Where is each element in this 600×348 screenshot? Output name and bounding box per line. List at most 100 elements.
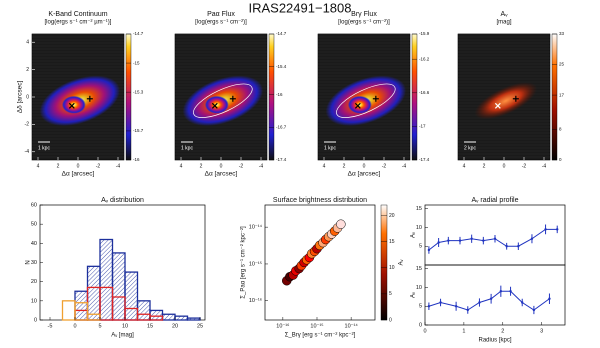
panel-title: Brγ Flux (351, 11, 377, 18)
y-axis-label: Aᵥ (411, 292, 417, 298)
x-tick-label: 1 (462, 328, 465, 334)
x-tick-label: 20 (172, 323, 178, 329)
histogram-bar (136, 300, 151, 321)
y-axis-label: N (26, 260, 32, 264)
y-tick-label: 10 (416, 285, 422, 291)
panel-title: Surface brightness distribution (273, 197, 367, 204)
x-axis-label: Δα [arcsec] (348, 171, 381, 178)
profile-point (458, 239, 462, 242)
profile-line (428, 228, 558, 251)
x-tick-label: -4 (259, 163, 264, 169)
y-tick-label: 10⁻¹⁴ (249, 224, 263, 231)
profile-point (439, 301, 442, 304)
x-tick-label: 4 (37, 163, 40, 169)
colorbar-tick-label: -16.7 (276, 125, 287, 130)
x-tick-label: 25 (197, 323, 203, 329)
colorbar-tick-label: -17 (419, 124, 426, 129)
colorbar (380, 204, 388, 321)
colorbar-tick-label: -16.2 (419, 56, 430, 61)
x-tick-label: 10⁻¹⁴ (345, 322, 359, 329)
histogram-bar (111, 252, 126, 321)
colorbar-tick-label: 25 (559, 62, 565, 67)
x-tick-label: 2 (343, 163, 346, 169)
profile-point (454, 305, 458, 308)
colorbar-tick-label: 33 (559, 31, 565, 36)
y-tick-label: 10⁻¹⁶ (249, 297, 262, 304)
profile-point (517, 245, 520, 248)
scale-bar-label: 1 kpc (38, 145, 50, 151)
emission-core (61, 95, 86, 114)
scale-bar-label: 2 kpc (464, 145, 476, 151)
colorbar-tick-label: -15.7 (133, 128, 144, 133)
histogram-bar (124, 271, 139, 321)
colorbar-tick-label: 5 (389, 291, 392, 297)
panel-title: Aᵥ (501, 11, 509, 18)
panel-title: K-Band Continuum (48, 11, 107, 18)
x-tick-label: 10 (122, 323, 128, 329)
profile-point (499, 290, 503, 293)
colorbar-tick-label: -16 (133, 157, 140, 162)
colorbar-tick-label: 0 (559, 157, 562, 162)
colorbar (551, 33, 558, 161)
y-tick-label: 40 (31, 241, 37, 247)
y-tick-label: 15 (416, 206, 422, 212)
profile-point (544, 228, 547, 231)
colorbar-tick-label: -16.6 (419, 90, 430, 95)
histogram-bar (74, 302, 89, 321)
y-tick-label: 0 (26, 94, 29, 100)
histogram-bar (174, 315, 189, 321)
x-tick-label: 15 (147, 323, 153, 329)
histogram-bar (99, 238, 114, 321)
nucleus-marker (354, 102, 361, 109)
y-tick-label: -2 (25, 122, 30, 128)
x-tick-label: -4 (116, 163, 121, 169)
profile-point (509, 290, 512, 293)
profile-point (530, 237, 534, 240)
y-axis-label: Aᵥ (411, 232, 417, 238)
panel-subtitle: [log(ergs s⁻¹ cm⁻²)] (338, 20, 390, 26)
colorbar-tick-label: -15.9 (419, 31, 430, 36)
plot-frame (264, 204, 376, 321)
x-tick-label: 10⁻¹⁶ (276, 322, 289, 329)
x-tick-label: 5 (98, 323, 101, 329)
colorbar-tick-label: 20 (389, 213, 395, 219)
profile-point (437, 241, 440, 244)
x-tick-label: -4 (542, 163, 547, 169)
nucleus-marker (494, 102, 501, 109)
x-tick-label: 2 (57, 163, 60, 169)
x-tick-label: 4 (323, 163, 326, 169)
x-tick-label: 10⁻¹⁵ (310, 322, 323, 329)
profile-point (532, 308, 536, 312)
histogram-bar (186, 317, 201, 321)
profile-point (548, 297, 551, 300)
y-axis-label: Δδ [arcsec] (17, 81, 24, 114)
x-tick-label: 0 (73, 323, 76, 329)
emission-core (204, 95, 229, 114)
colorbar-tick-label: -15.3 (133, 89, 144, 94)
x-axis-label: Δα [arcsec] (62, 171, 95, 178)
x-tick-label: 0 (77, 163, 80, 169)
colorbar-tick-label: 8 (559, 127, 562, 132)
y-axis-label: Σ_Paα [erg s⁻¹ cm⁻² kpc⁻²] (241, 226, 247, 299)
y-tick-label: 10 (31, 298, 37, 304)
profile-point (447, 239, 450, 242)
x-tick-label: 2 (483, 163, 486, 169)
profile-point (493, 237, 497, 240)
y-tick-label: 15 (416, 266, 422, 272)
histogram-bar (74, 290, 89, 321)
x-tick-label: 2 (501, 328, 504, 334)
x-axis-label: Δα [arcsec] (205, 171, 238, 178)
colorbar-tick-label: 15 (389, 239, 395, 245)
y-tick-label: 20 (31, 279, 37, 285)
contour (193, 83, 253, 118)
profile-point (521, 301, 524, 304)
x-tick-label: 2 (200, 163, 203, 169)
nucleus-marker (68, 102, 75, 109)
y-tick-label: 10⁻¹⁵ (249, 260, 262, 267)
colorbar-tick-label: -17.4 (276, 157, 287, 162)
panel-title: Aᵥ distribution (101, 197, 144, 204)
colorbar-tick-label: -14.7 (276, 31, 287, 36)
scale-bar-label: 1 kpc (181, 145, 193, 151)
y-tick-label: 10 (416, 225, 422, 231)
